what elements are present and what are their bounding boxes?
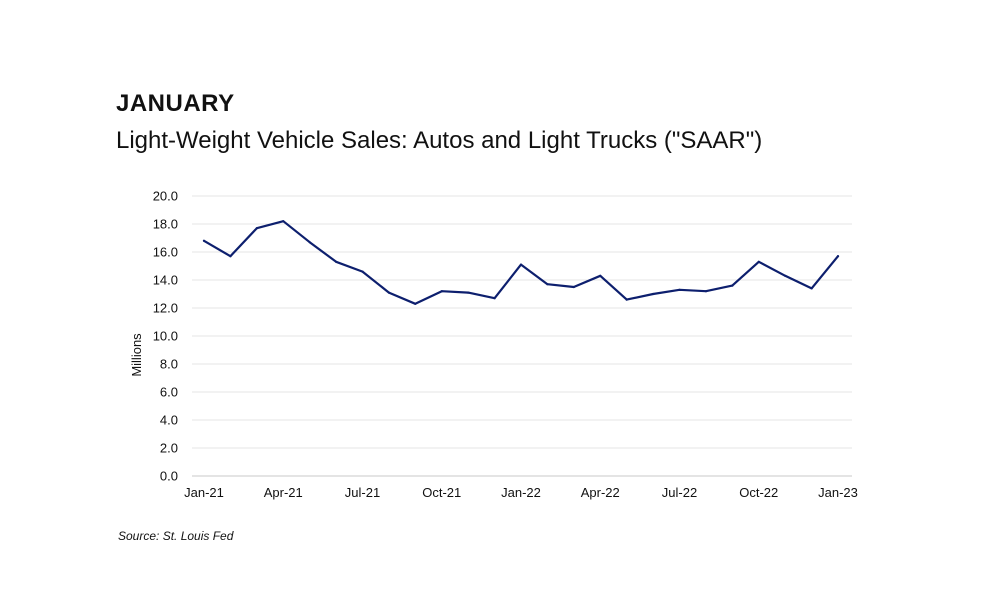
y-axis-label: Millions <box>129 333 144 377</box>
y-tick-label: 10.0 <box>153 329 178 344</box>
x-tick-label: Apr-21 <box>264 485 303 500</box>
data-point <box>704 290 708 293</box>
data-point <box>467 291 470 294</box>
data-point <box>731 284 734 287</box>
x-tick-label: Jan-21 <box>184 485 224 500</box>
x-tick-label: Apr-22 <box>581 485 620 500</box>
series-line <box>202 220 840 305</box>
x-tick-label: Jul-22 <box>662 485 697 500</box>
x-tick-label: Jan-23 <box>818 485 858 500</box>
chart-title: Light-Weight Vehicle Sales: Autos and Li… <box>116 127 763 154</box>
gridlines <box>192 195 852 477</box>
data-point <box>572 285 575 289</box>
y-axis-ticks: 0.0 2.0 4.0 6.0 8.0 10.0 12.0 14.0 16.0 18.0 20.0 <box>153 189 178 484</box>
y-tick-label: 8.0 <box>160 357 178 372</box>
data-point <box>414 302 417 305</box>
data-point <box>308 241 311 244</box>
x-tick-label: Oct-21 <box>422 485 461 500</box>
data-point <box>361 270 364 273</box>
chart-heading: JANUARY <box>116 90 235 117</box>
y-tick-label: 14.0 <box>153 273 178 288</box>
data-point <box>599 274 602 277</box>
y-tick-label: 0.0 <box>160 469 178 484</box>
y-tick-label: 16.0 <box>153 245 178 260</box>
x-tick-label: Oct-22 <box>739 485 778 500</box>
data-point <box>546 283 549 286</box>
y-tick-label: 12.0 <box>153 301 178 316</box>
data-point <box>625 298 628 301</box>
data-point <box>519 263 523 266</box>
y-tick-label: 20.0 <box>153 189 178 204</box>
y-tick-label: 2.0 <box>160 441 178 456</box>
data-point <box>651 292 655 296</box>
data-point <box>493 297 496 300</box>
data-point <box>757 260 760 263</box>
data-point <box>784 274 787 277</box>
series-group <box>202 220 840 305</box>
data-point <box>678 288 681 291</box>
data-point <box>440 290 443 293</box>
x-tick-label: Jan-22 <box>501 485 541 500</box>
source-note: Source: St. Louis Fed <box>118 529 234 543</box>
x-tick-label: Jul-21 <box>345 485 380 500</box>
data-point <box>229 255 232 258</box>
y-tick-label: 4.0 <box>160 413 178 428</box>
y-tick-label: 18.0 <box>153 217 178 232</box>
y-tick-label: 6.0 <box>160 385 178 400</box>
data-point <box>810 287 813 290</box>
data-point <box>255 227 258 230</box>
x-axis-ticks: Jan-21 Apr-21 Jul-21 Oct-21 Jan-22 Apr-22 Jul-… <box>184 485 858 500</box>
data-point <box>202 239 206 242</box>
data-point <box>282 220 285 223</box>
data-point <box>836 255 840 258</box>
data-point <box>334 260 338 263</box>
data-point <box>387 291 391 294</box>
